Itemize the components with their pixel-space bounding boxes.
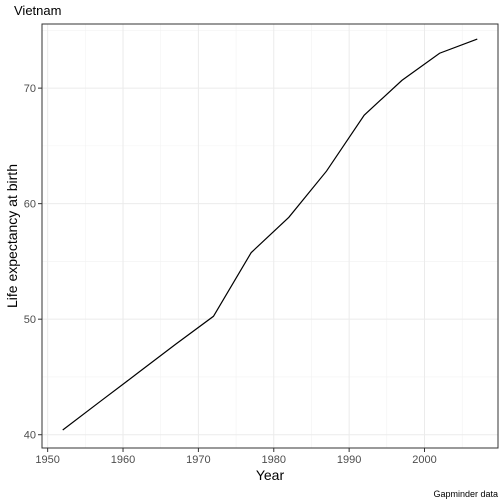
x-tick-label: 1960	[111, 454, 135, 466]
plot-border	[41, 23, 499, 449]
caption: Gapminder data	[433, 489, 498, 499]
x-tick-label: 1950	[35, 454, 59, 466]
x-tick-label: 1990	[337, 454, 361, 466]
plot-panel	[42, 24, 498, 448]
y-axis: 40 50 60 70	[24, 83, 42, 442]
series-line	[62, 38, 478, 431]
y-axis-title: Life expectancy at birth	[4, 164, 20, 308]
chart-title: Vietnam	[14, 3, 61, 18]
x-tick-label: 2000	[412, 454, 436, 466]
x-axis-title: Year	[256, 467, 285, 483]
x-tick-label: 1970	[186, 454, 210, 466]
major-gridlines	[42, 24, 498, 448]
y-tick-label: 50	[24, 314, 36, 326]
y-tick-label: 40	[24, 430, 36, 442]
minor-gridlines	[42, 24, 498, 448]
y-tick-label: 70	[24, 83, 36, 95]
x-axis: 1950 1960 1970 1980 1990 2000	[35, 448, 437, 466]
y-tick-label: 60	[24, 199, 36, 211]
x-tick-label: 1980	[262, 454, 286, 466]
